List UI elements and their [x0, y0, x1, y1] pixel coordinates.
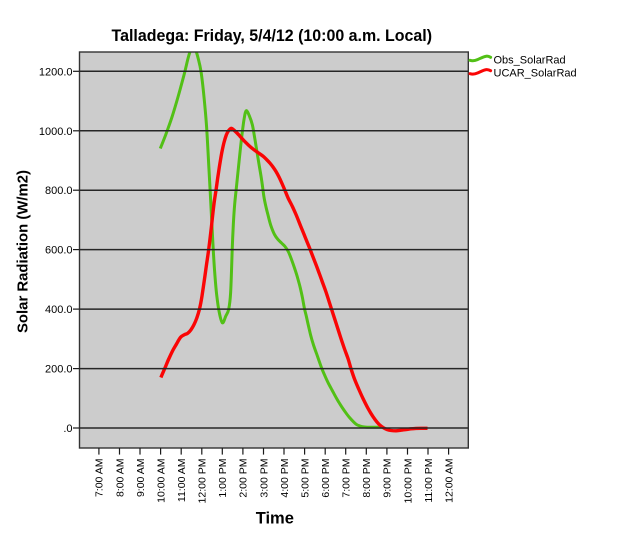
svg-text:4:00 PM: 4:00 PM — [279, 459, 291, 498]
svg-text:1200.0: 1200.0 — [39, 66, 73, 78]
svg-text:1000.0: 1000.0 — [39, 126, 73, 138]
svg-text:2:00 PM: 2:00 PM — [238, 459, 250, 498]
svg-text:9:00 AM: 9:00 AM — [135, 459, 147, 498]
svg-text:12:00 AM: 12:00 AM — [443, 459, 455, 503]
svg-text:UCAR_SolarRad: UCAR_SolarRad — [494, 68, 577, 80]
svg-text:600.0: 600.0 — [45, 245, 73, 257]
svg-text:400.0: 400.0 — [45, 304, 73, 316]
svg-text:1:00 PM: 1:00 PM — [217, 459, 229, 498]
svg-text:7:00 AM: 7:00 AM — [94, 459, 106, 498]
svg-text:Time: Time — [256, 509, 294, 527]
svg-text:6:00 PM: 6:00 PM — [320, 459, 332, 498]
svg-text:200.0: 200.0 — [45, 364, 73, 376]
svg-text:.0: .0 — [63, 423, 72, 435]
svg-text:10:00 AM: 10:00 AM — [155, 459, 167, 503]
svg-text:12:00 PM: 12:00 PM — [197, 459, 209, 504]
svg-text:Obs_SolarRad: Obs_SolarRad — [494, 55, 566, 67]
svg-text:5:00 PM: 5:00 PM — [299, 459, 311, 498]
svg-text:8:00 AM: 8:00 AM — [114, 459, 126, 498]
svg-text:8:00 PM: 8:00 PM — [361, 459, 373, 498]
svg-text:11:00 PM: 11:00 PM — [423, 459, 435, 503]
svg-text:Solar Radiation (W/m2): Solar Radiation (W/m2) — [15, 170, 32, 333]
svg-text:Talladega: Friday, 5/4/12 (10:: Talladega: Friday, 5/4/12 (10:00 a.m. Lo… — [112, 26, 433, 45]
svg-text:3:00 PM: 3:00 PM — [258, 459, 270, 498]
svg-text:11:00 AM: 11:00 AM — [176, 459, 188, 503]
svg-text:9:00 PM: 9:00 PM — [382, 459, 394, 498]
svg-text:7:00 PM: 7:00 PM — [341, 459, 353, 498]
svg-text:800.0: 800.0 — [45, 185, 73, 197]
svg-text:10:00 PM: 10:00 PM — [402, 459, 414, 504]
